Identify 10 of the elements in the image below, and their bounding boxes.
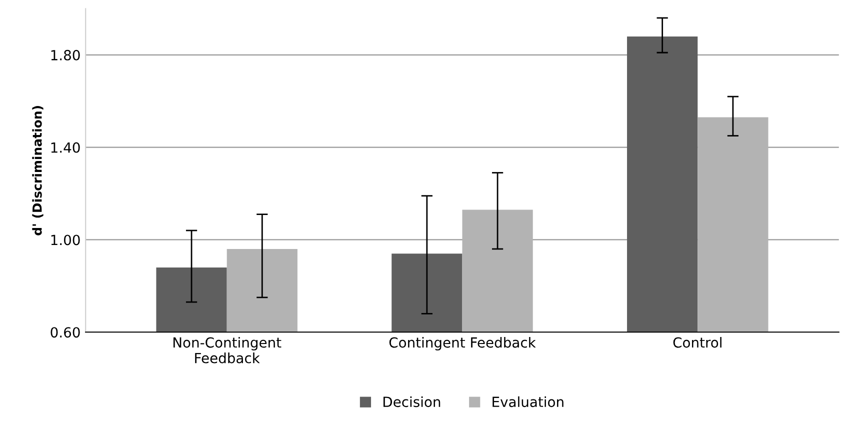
y-tick-label: 1.80: [51, 50, 80, 60]
legend-label: Decision: [384, 396, 440, 408]
y-axis-title: d' (Discrimination): [32, 106, 44, 236]
y-tick-label: 0.60: [50, 327, 80, 338]
x-tick-label: Control: [673, 336, 722, 348]
y-tick-label: 1.00: [51, 234, 80, 246]
legend-label: Evaluation: [492, 396, 564, 408]
x-tick-label: Contingent Feedback: [389, 336, 536, 350]
y-tick-label: 1.40: [51, 142, 80, 153]
x-tick-label: Non-Contingent Feedback: [173, 336, 282, 364]
